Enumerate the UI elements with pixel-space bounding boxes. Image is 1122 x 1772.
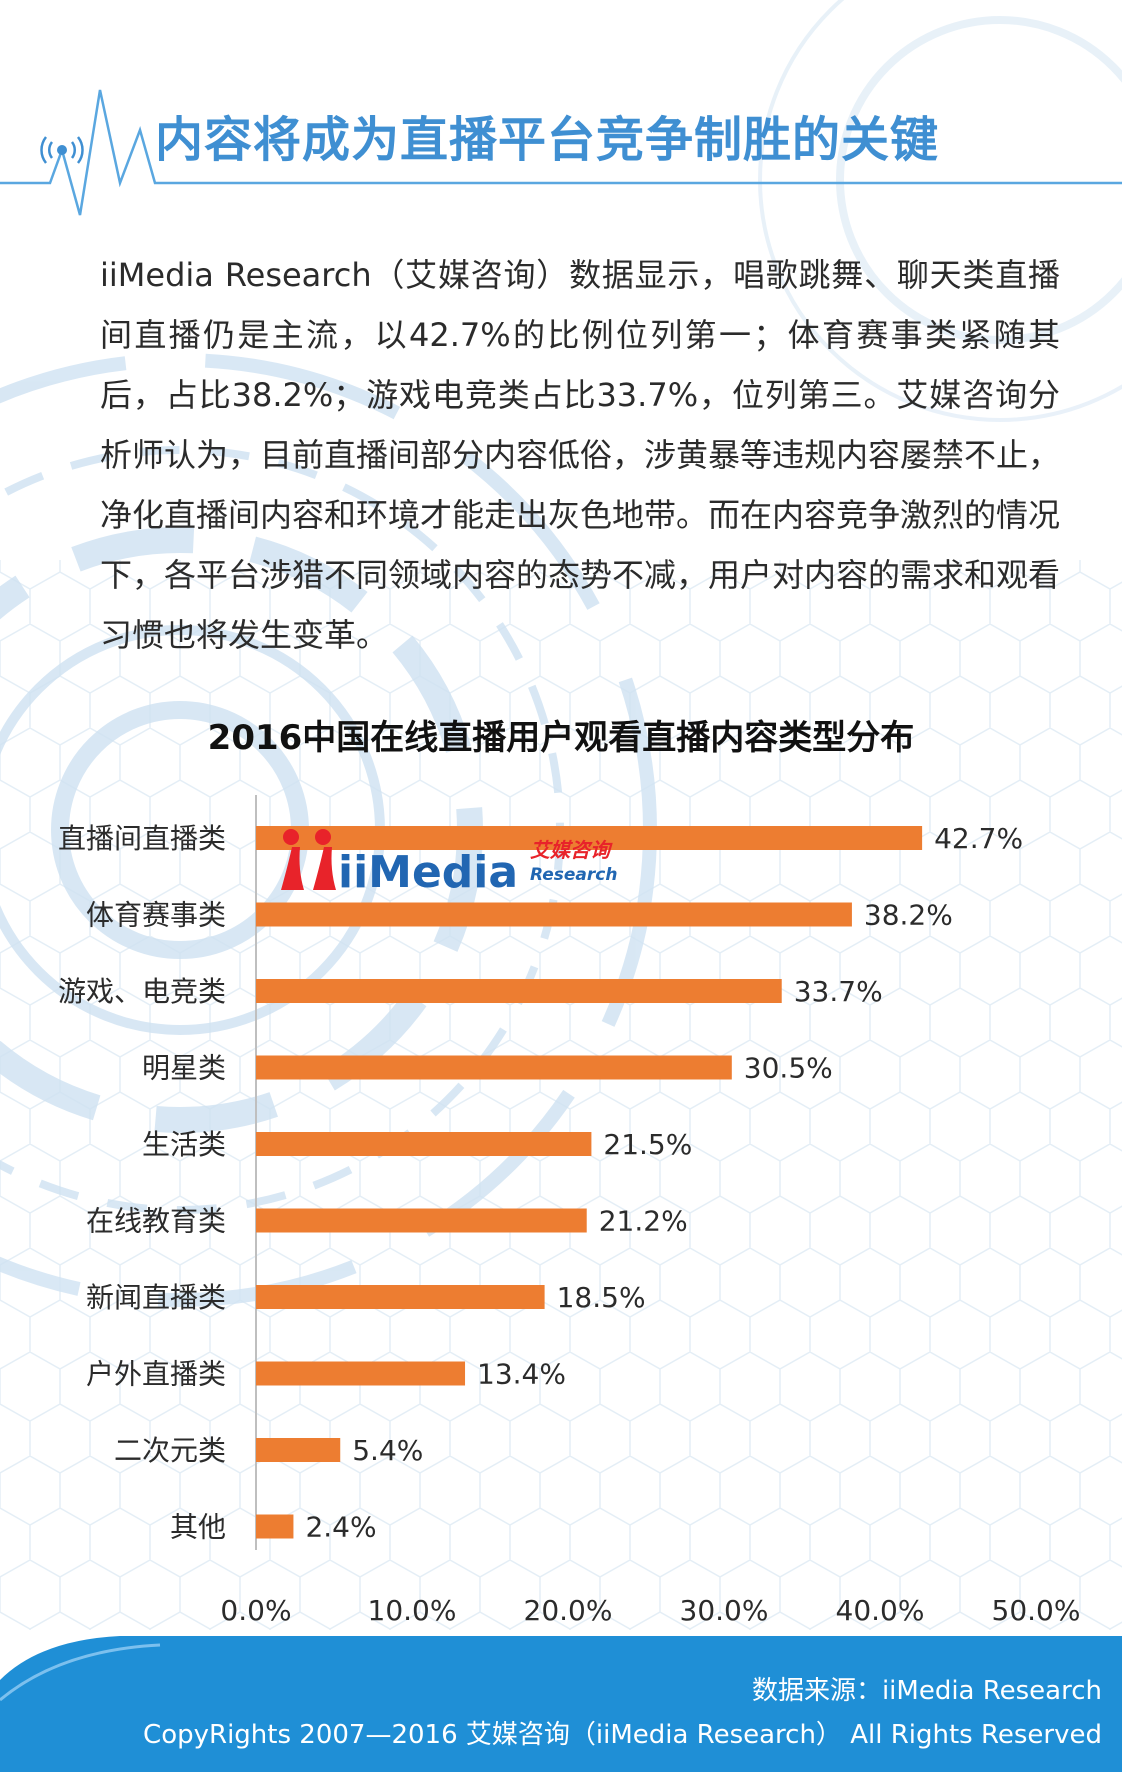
data-label: 38.2% <box>864 899 953 932</box>
category-label: 其他 <box>170 1511 226 1544</box>
x-tick-label: 0.0% <box>220 1594 291 1627</box>
category-label: 直播间直播类 <box>58 822 226 855</box>
signal-icon <box>40 136 84 164</box>
bar <box>256 1361 466 1386</box>
data-label: 13.4% <box>477 1358 566 1391</box>
category-label: 生活类 <box>142 1128 226 1161</box>
x-tick-label: 50.0% <box>992 1594 1081 1627</box>
data-label: 33.7% <box>794 975 883 1008</box>
logo-mark <box>281 829 336 890</box>
intro-paragraph: iiMedia Research（艾媒咨询）数据显示，唱歌跳舞、聊天类直播间直播… <box>100 256 1061 654</box>
copyright: CopyRights 2007—2016 艾媒咨询（iiMedia Resear… <box>143 1720 1102 1750</box>
data-source: 数据来源：iiMedia Research <box>751 1676 1102 1706</box>
category-label: 体育赛事类 <box>86 899 226 932</box>
footer-band <box>0 1636 1122 1772</box>
data-label: 21.5% <box>603 1128 692 1161</box>
x-tick-label: 20.0% <box>524 1594 613 1627</box>
data-label: 5.4% <box>352 1434 423 1467</box>
data-label: 21.2% <box>599 1205 688 1238</box>
category-label: 明星类 <box>142 1052 226 1085</box>
data-label: 18.5% <box>557 1281 646 1314</box>
logo-en: Research <box>530 865 617 885</box>
header-decoration <box>0 89 1122 216</box>
data-label: 42.7% <box>934 822 1023 855</box>
bar <box>256 902 852 927</box>
data-label: 30.5% <box>744 1052 833 1085</box>
bar <box>256 826 923 850</box>
bar <box>256 1055 732 1080</box>
bar <box>256 1132 592 1156</box>
logo-cn: 艾媒咨询 <box>530 838 613 862</box>
page-title: 内容将成为直播平台竞争制胜的关键 <box>155 112 940 168</box>
chart-title: 2016中国在线直播用户观看直播内容类型分布 <box>207 718 915 758</box>
category-label: 二次元类 <box>114 1434 226 1467</box>
category-label: 新闻直播类 <box>86 1281 226 1314</box>
data-label: 2.4% <box>305 1511 376 1544</box>
bar <box>256 1438 341 1462</box>
x-tick-label: 10.0% <box>368 1594 457 1627</box>
logo-wordmark: iiMedia <box>338 847 518 895</box>
iimedia-logo: iiMedia 艾媒咨询 Research <box>281 829 617 895</box>
x-tick-label: 40.0% <box>836 1594 925 1627</box>
bar <box>256 1208 587 1233</box>
bar-chart: 直播间直播类 42.7% 体育赛事类 38.2% 游戏、电竞类 33.7% 明星类 30.5%… <box>58 795 1081 1627</box>
bar <box>256 979 782 1003</box>
category-label: 在线教育类 <box>86 1205 226 1238</box>
bar <box>256 1514 294 1539</box>
header-pulse-line <box>0 89 1122 216</box>
category-label: 户外直播类 <box>86 1358 226 1391</box>
x-tick-label: 30.0% <box>680 1594 769 1627</box>
bar <box>256 1285 545 1309</box>
category-label: 游戏、电竞类 <box>58 975 226 1008</box>
